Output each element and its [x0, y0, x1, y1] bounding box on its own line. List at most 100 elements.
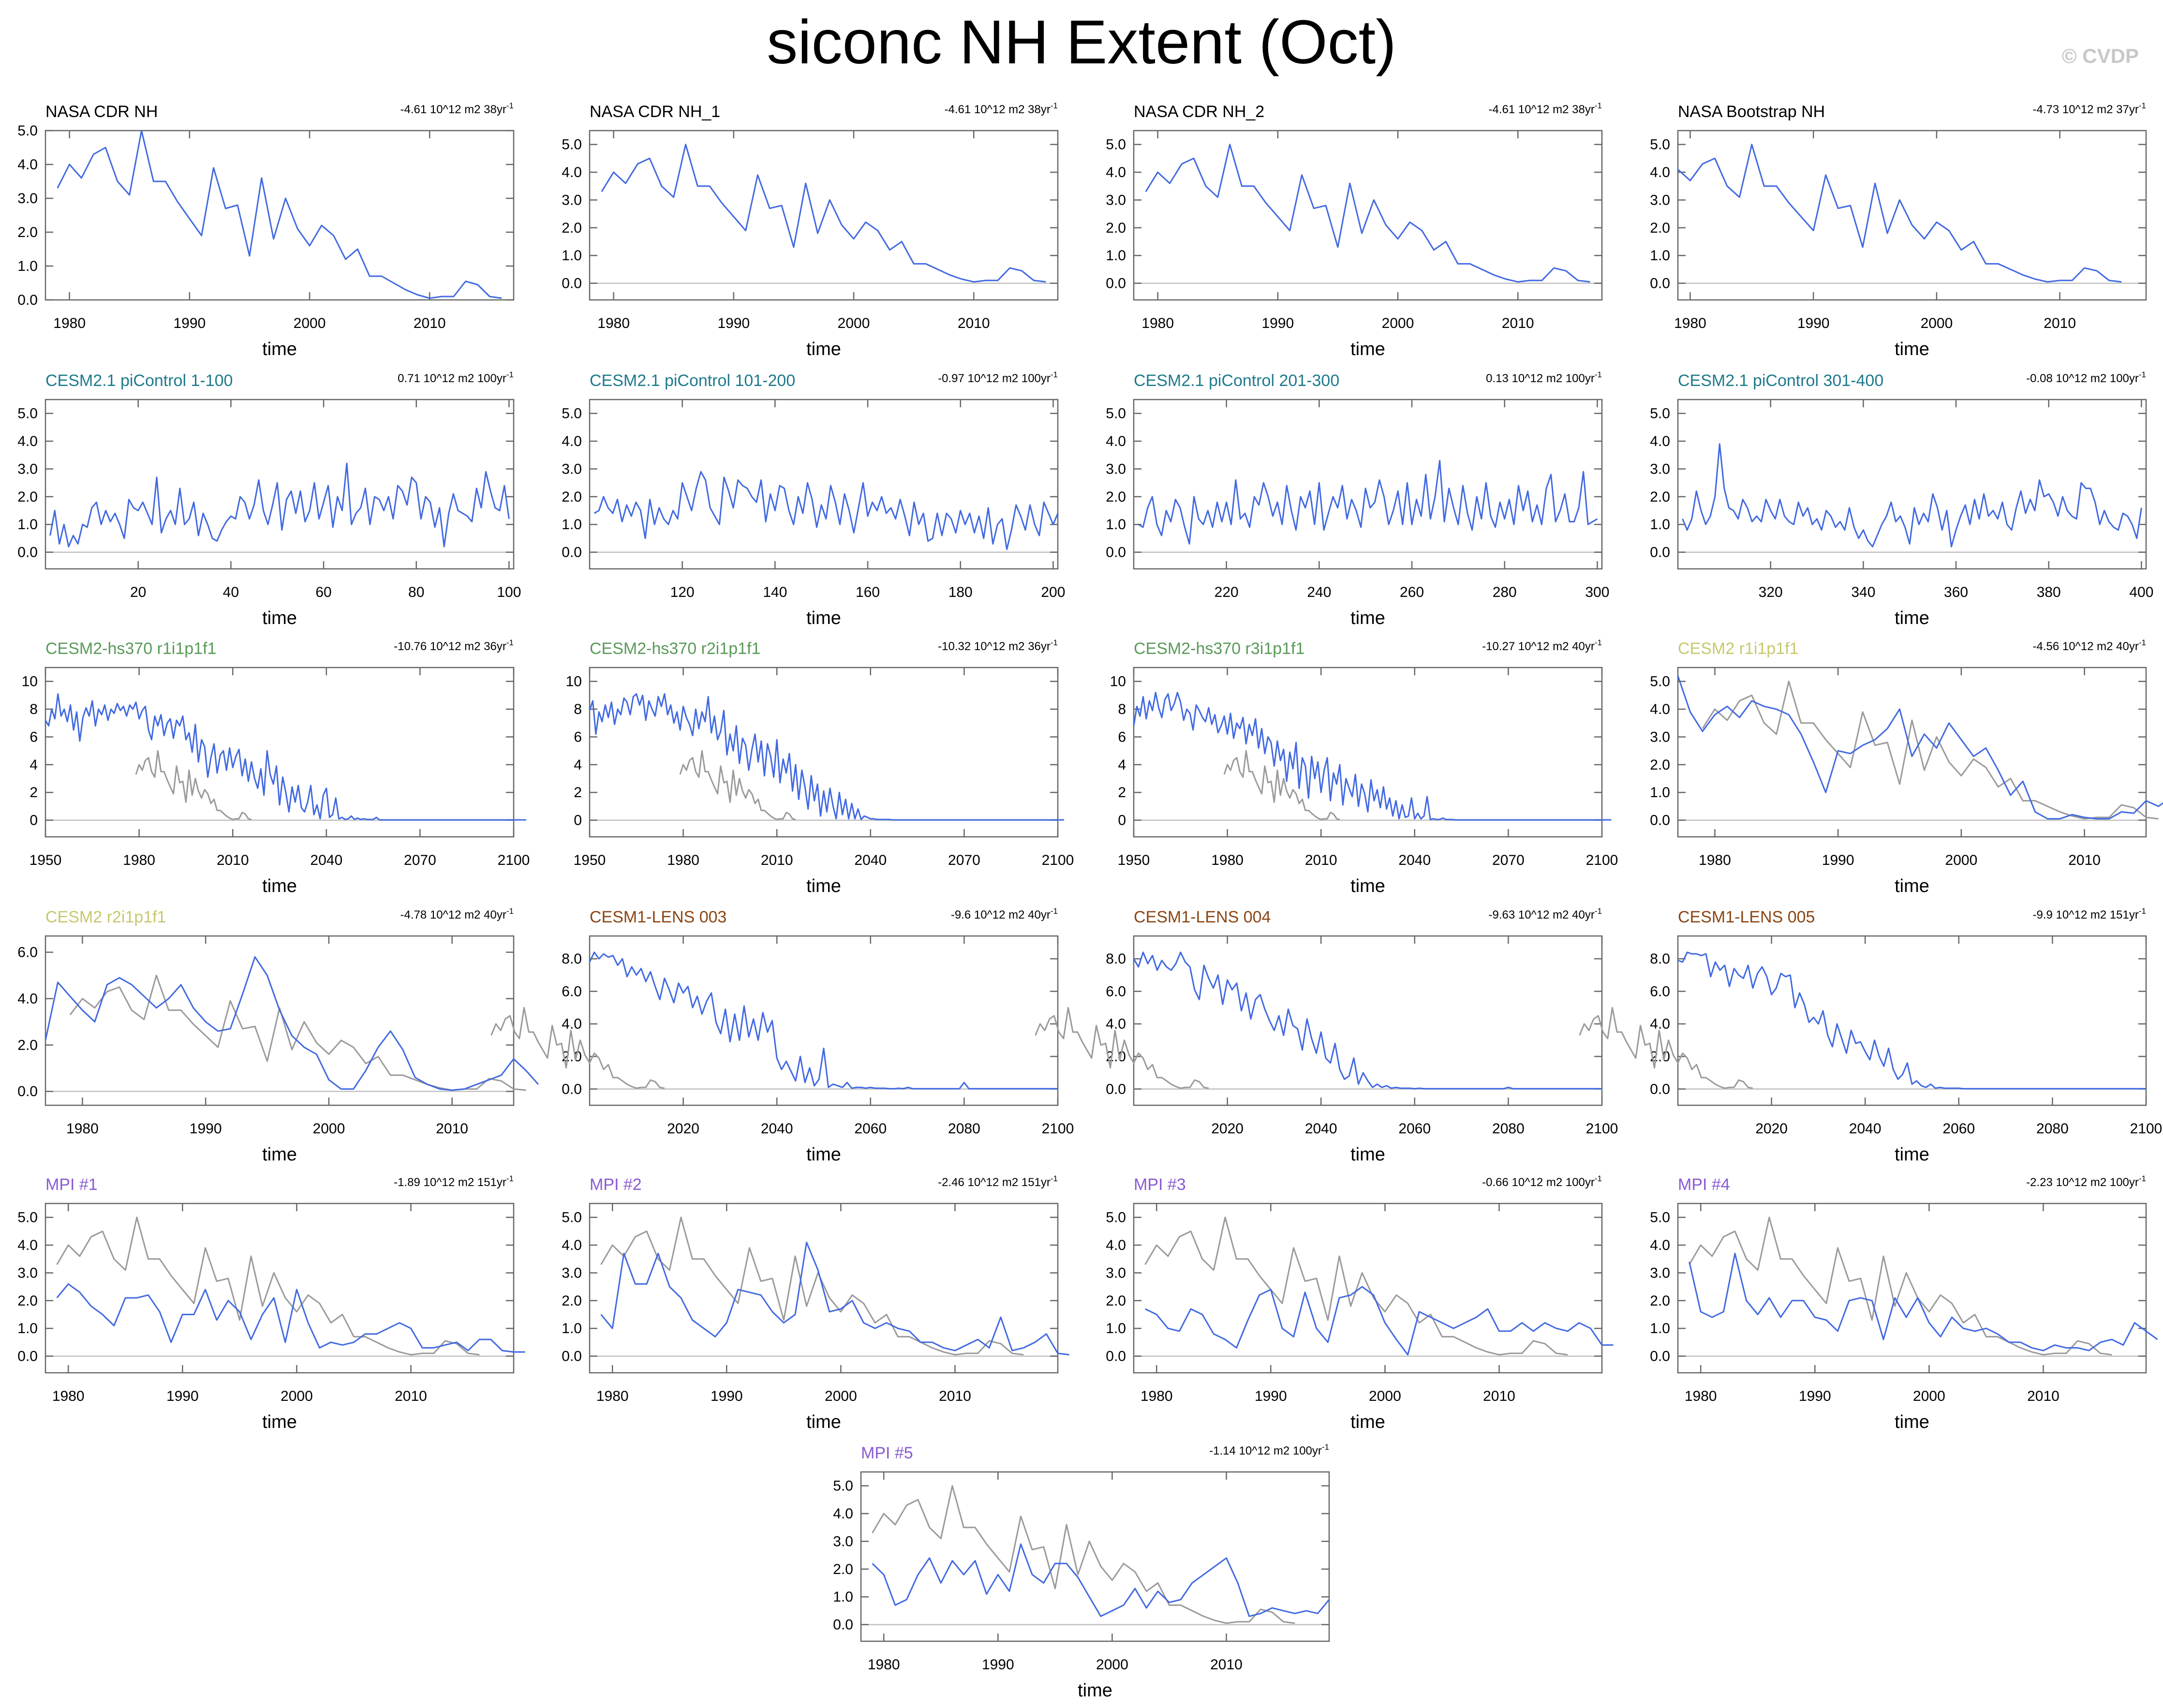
- y-tick-label: 4.0: [1650, 164, 1670, 180]
- trend-value: -4.78 10^12 m2 40yr: [400, 908, 506, 921]
- x-tick-label: 2040: [1305, 1121, 1337, 1137]
- y-tick-label: 2.0: [17, 1293, 38, 1309]
- plot-frame: [1677, 1203, 2147, 1374]
- panel-title: CESM2.1 piControl 1-100: [45, 371, 233, 390]
- x-tick-label: 2010: [1305, 852, 1337, 868]
- model-series-line: [593, 471, 1059, 550]
- y-tick-label: 1.0: [1106, 517, 1126, 533]
- y-tick-label: 1.0: [17, 258, 38, 274]
- panel-14: 2020 2040 2060 2080 21000.02.04.06.08.0CESM1…: [490, 906, 1074, 1165]
- x-tick-label: 1990: [717, 315, 750, 331]
- x-tick-label: 2010: [2068, 852, 2101, 868]
- panel-title: NASA CDR NH_2: [1134, 103, 1264, 121]
- x-tick-label: 2010: [2027, 1388, 2059, 1404]
- y-tick-label: 4.0: [1106, 164, 1126, 180]
- y-tick-label: 4: [574, 757, 582, 773]
- x-tick-label: 2000: [1369, 1388, 1401, 1404]
- x-tick-label: 2000: [1382, 315, 1414, 331]
- y-tick-label: 2.0: [562, 489, 582, 505]
- plot-frame: [44, 667, 515, 838]
- x-axis-label: time: [1078, 1680, 1112, 1701]
- panel-19: 1980 1990 2000 2010 0.0 1.0 2.0 3.0 4.0 5.0 MPI #3…: [1106, 1174, 1614, 1432]
- observed-series-line: [1144, 1217, 1568, 1356]
- y-tick-label: 3.0: [562, 1265, 582, 1281]
- trend-superscript: -1: [1595, 370, 1602, 379]
- trend-value: -4.61 10^12 m2 38yr: [400, 103, 506, 116]
- y-tick-label: 4.0: [17, 1237, 38, 1253]
- y-tick-label: 2.0: [1106, 489, 1126, 505]
- x-tick-label: 220: [1215, 584, 1239, 600]
- panel-title: CESM2.1 piControl 301-400: [1678, 371, 1883, 390]
- x-axis-label: time: [806, 1144, 841, 1165]
- model-series-line: [1145, 144, 1590, 283]
- y-tick-label: 2.0: [1650, 1293, 1670, 1309]
- trend-superscript: -1: [1595, 101, 1602, 110]
- observed-series-line: [69, 975, 526, 1091]
- y-tick-label: 5.0: [562, 137, 582, 153]
- trend-value: -10.32 10^12 m2 36yr: [938, 640, 1051, 653]
- y-tick-label: 4: [1118, 757, 1126, 773]
- x-tick-label: 2040: [761, 1121, 793, 1137]
- x-tick-label: 2000: [825, 1388, 857, 1404]
- x-axis-label: time: [262, 1144, 297, 1165]
- x-tick-label: 60: [315, 584, 331, 600]
- y-tick-label: 5.0: [562, 406, 582, 422]
- y-tick-label: 2.0: [1650, 220, 1670, 236]
- trend-superscript: -1: [1051, 638, 1058, 647]
- y-tick-label: 10: [22, 674, 38, 690]
- x-tick-label: 2020: [667, 1121, 699, 1137]
- x-tick-label: 2070: [1492, 852, 1525, 868]
- x-axis-label: time: [262, 876, 297, 896]
- x-tick-label: 1990: [1797, 315, 1830, 331]
- y-tick-label: 5.0: [17, 123, 38, 139]
- y-tick-label: 4.0: [17, 433, 38, 449]
- x-tick-label: 1980: [1211, 852, 1244, 868]
- trend-value: -4.56 10^12 m2 40yr: [2032, 640, 2138, 653]
- panel-9: 1950 1980 2010 2040 2070 2100 0 2 4 6 8 10 CESM2-hs3…: [22, 638, 530, 896]
- y-tick-label: 2.0: [17, 224, 38, 240]
- panel-title: CESM1-LENS 005: [1678, 908, 1815, 926]
- x-tick-label: 1990: [1799, 1388, 1831, 1404]
- model-series-line: [1682, 443, 2142, 548]
- y-tick-label: 3.0: [833, 1533, 853, 1549]
- y-tick-label: 6.0: [1650, 983, 1670, 999]
- y-tick-label: 1.0: [562, 1321, 582, 1337]
- x-tick-label: 2080: [948, 1121, 980, 1137]
- panel-1: 1980 1990 2000 2010 0.0 1.0 2.0 3.0 4.0 5.0 NASA C…: [17, 101, 515, 359]
- y-tick-label: 4.0: [17, 157, 38, 173]
- y-tick-label: 1.0: [17, 1321, 38, 1337]
- x-axis-label: time: [806, 876, 841, 896]
- x-tick-label: 2100: [2130, 1121, 2163, 1137]
- model-series-line: [44, 956, 539, 1091]
- x-tick-label: 1980: [1141, 1388, 1173, 1404]
- plot-frame: [1133, 1203, 1603, 1374]
- panel-3: 1980 1990 2000 2010 0.0 1.0 2.0 3.0 4.0 5.0 NASA C…: [1106, 101, 1603, 359]
- x-tick-label: 2070: [404, 852, 436, 868]
- plot-frame: [1677, 935, 2147, 1106]
- y-tick-label: 5.0: [562, 1210, 582, 1226]
- trend-label: -2.23 10^12 m2 100yr-1: [2026, 1174, 2146, 1189]
- panel-title: CESM2.1 piControl 201-300: [1134, 371, 1339, 390]
- panel-title: CESM2-hs370 r1i1p1f1: [45, 639, 216, 658]
- model-series-line: [589, 951, 1058, 1090]
- panel-title: NASA CDR NH_1: [590, 103, 720, 121]
- trend-value: -2.23 10^12 m2 100yr: [2026, 1176, 2139, 1189]
- y-tick-label: 4.0: [1106, 1237, 1126, 1253]
- y-tick-label: 8: [574, 701, 582, 717]
- x-tick-label: 40: [223, 584, 239, 600]
- x-tick-label: 1980: [1685, 1388, 1717, 1404]
- model-series-line: [44, 693, 526, 821]
- y-tick-label: 2.0: [17, 1037, 38, 1053]
- x-tick-label: 200: [1041, 584, 1065, 600]
- panel-2: 1980 1990 2000 2010 0.0 1.0 2.0 3.0 4.0 5.0 NASA C…: [562, 101, 1059, 359]
- panel-21: 1980 1990 2000 2010 0.0 1.0 2.0 3.0 4.0 5.0 MPI #5…: [833, 1442, 1330, 1701]
- x-tick-label: 2010: [436, 1121, 468, 1137]
- x-tick-label: 1980: [123, 852, 155, 868]
- y-tick-label: 6.0: [17, 945, 38, 961]
- trend-label: -4.61 10^12 m2 38yr-1: [1488, 101, 1602, 116]
- panel-title: CESM2 r2i1p1f1: [45, 908, 166, 926]
- panel-18: 1980 1990 2000 2010 0.0 1.0 2.0 3.0 4.0 5.0 MPI #2…: [562, 1174, 1069, 1432]
- y-tick-label: 3.0: [17, 461, 38, 477]
- y-tick-label: 10: [566, 674, 582, 690]
- y-tick-label: 5.0: [1106, 406, 1126, 422]
